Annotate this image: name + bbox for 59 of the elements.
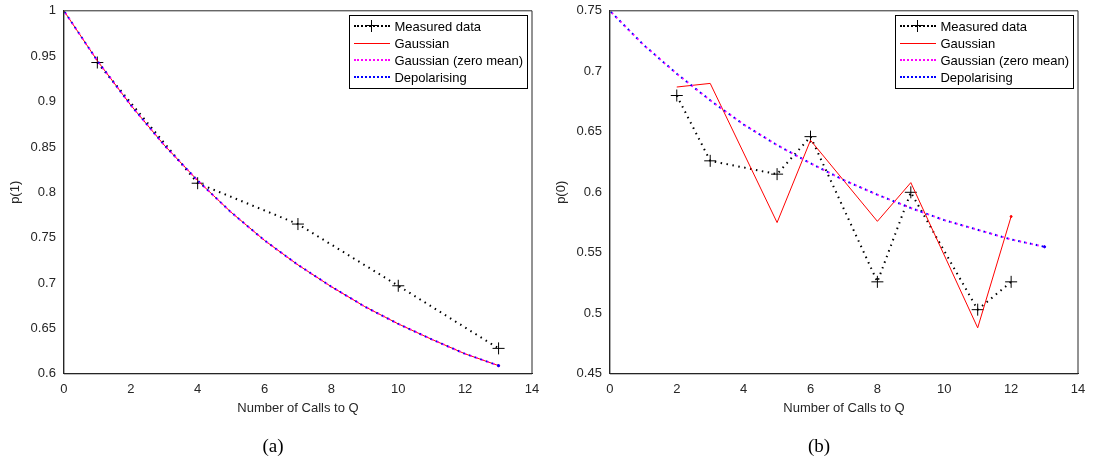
y-tick-label: 1 <box>48 2 56 18</box>
y-tick-label: 0.85 <box>30 138 56 154</box>
x-tick-label: 2 <box>673 381 681 397</box>
x-tick-label: 14 <box>524 381 540 397</box>
y-tick-label: 0.5 <box>583 304 602 320</box>
y-axis-title: p(1) <box>7 180 23 204</box>
x-tick-label: 10 <box>391 381 406 397</box>
point <box>291 217 305 231</box>
x-tick-label: 12 <box>1003 381 1019 397</box>
legend-label: Measured data <box>394 18 482 34</box>
y-tick-label: 0.8 <box>37 183 56 199</box>
point <box>90 56 104 70</box>
y-tick-label: 0.65 <box>576 123 602 139</box>
x-tick-label: 4 <box>194 381 202 397</box>
x-tick-label: 2 <box>127 381 135 397</box>
y-tick-label: 0.65 <box>30 320 56 335</box>
x-tick-label: 8 <box>327 381 335 397</box>
y-tick-label: 0.6 <box>583 183 602 199</box>
legend-label: Gaussian (zero mean) <box>940 52 1069 68</box>
legend-label: Gaussian (zero mean) <box>394 52 523 68</box>
y-tick-label: 0.6 <box>37 365 56 381</box>
point <box>1004 275 1018 289</box>
point <box>191 176 205 190</box>
point <box>904 185 918 199</box>
x-tick-label: 6 <box>806 381 815 397</box>
y-tick-label: 0.7 <box>583 62 602 78</box>
legend-label: Gaussian <box>940 35 996 51</box>
text: (b) <box>806 435 832 457</box>
legend-label: Gaussian <box>394 35 450 51</box>
text: (a) <box>261 435 285 457</box>
x-tick-label: 14 <box>1070 381 1086 397</box>
point <box>391 279 405 293</box>
y-tick-label: 0.7 <box>37 274 56 290</box>
x-tick-label: 8 <box>873 381 881 397</box>
y-tick-label: 0.55 <box>576 244 602 260</box>
point <box>703 154 717 168</box>
x-axis-title: Number of Calls to Q <box>237 399 359 415</box>
point <box>670 89 684 102</box>
point <box>870 275 884 289</box>
x-tick-label: 0 <box>606 381 614 397</box>
y-tick-label: 0.75 <box>30 229 56 245</box>
point <box>804 130 818 144</box>
legend-label: Depolarising <box>394 69 467 85</box>
y-tick-label: 0.9 <box>37 93 56 109</box>
y-tick-label: 0.45 <box>576 365 602 381</box>
x-tick-label: 4 <box>740 381 748 397</box>
x-tick-label: 0 <box>60 381 68 397</box>
point <box>492 341 506 355</box>
legend-label: Depolarising <box>940 69 1013 85</box>
y-axis-title: p(0) <box>553 180 569 204</box>
y-tick-label: 0.95 <box>30 47 56 63</box>
point <box>971 303 985 317</box>
x-tick-label: 6 <box>260 381 269 397</box>
y-tick-label: 0.75 <box>576 2 602 18</box>
point <box>770 167 784 181</box>
legend-label: Measured data <box>940 18 1028 34</box>
x-tick-label: 10 <box>937 381 952 397</box>
x-tick-label: 12 <box>457 381 473 397</box>
x-axis-title: Number of Calls to Q <box>783 399 905 415</box>
